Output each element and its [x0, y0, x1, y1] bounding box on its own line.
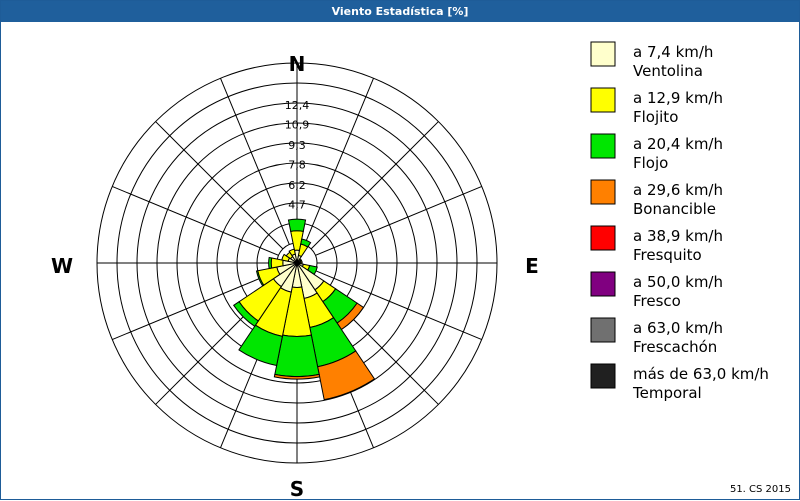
legend-range-label: a 7,4 km/h — [633, 43, 713, 61]
legend-range-label: a 38,9 km/h — [633, 227, 723, 245]
petal-w-flojito — [270, 257, 284, 269]
grid-spoke — [315, 270, 482, 340]
legend-swatch — [590, 271, 616, 297]
legend-name-label: Temporal — [632, 384, 702, 402]
legend-swatch — [590, 179, 616, 205]
petal-nne-flojo — [300, 238, 312, 248]
legend-swatch — [590, 363, 616, 389]
radial-tick-label: 6,2 — [288, 179, 306, 192]
petal-wnw-flojito — [281, 253, 291, 262]
north-label: N — [289, 52, 306, 76]
legend-name-label: Flojito — [633, 108, 678, 126]
radial-tick-label: 7,8 — [288, 158, 306, 171]
legend-range-label: a 29,6 km/h — [633, 181, 723, 199]
south-label: S — [290, 477, 304, 501]
legend-range-label: a 50,0 km/h — [633, 273, 723, 291]
legend-name-label: Flojo — [633, 154, 668, 172]
radial-tick-label: 10,9 — [285, 118, 310, 131]
petal-w-flojo — [268, 256, 273, 270]
grid-spoke — [310, 121, 439, 250]
petal-sw-flojo — [233, 301, 259, 327]
legend-swatch — [590, 41, 616, 67]
radial-tick-label: 9,3 — [288, 139, 306, 152]
east-label: E — [525, 254, 539, 278]
legend-name-label: Bonancible — [633, 200, 716, 218]
chart-title: Viento Estadística [%] — [1, 1, 799, 22]
petals — [233, 218, 376, 401]
legend-name-label: Ventolina — [633, 62, 703, 80]
legend-swatch — [590, 133, 616, 159]
legend-name-label: Fresco — [633, 292, 681, 310]
grid-spoke — [112, 270, 279, 340]
footer-text: 51. CS 2015 — [729, 484, 791, 495]
legend-range-label: a 12,9 km/h — [633, 89, 723, 107]
petal-wsw-flojo — [255, 270, 265, 287]
grid-spoke — [315, 186, 482, 256]
west-label: W — [51, 254, 73, 278]
legend-range-label: a 20,4 km/h — [633, 135, 723, 153]
petal-nnw-flojito — [288, 248, 296, 257]
legend-swatch — [590, 87, 616, 113]
radial-tick-labels: 4,7 6,2 7,8 9,3 10,9 12,4 — [285, 99, 310, 211]
legend-swatch — [590, 225, 616, 251]
petal-n-flojo — [287, 218, 307, 232]
legend-range-label: a 63,0 km/h — [633, 319, 723, 337]
legend-name-label: Fresquito — [633, 246, 702, 264]
legend-name-label: Frescachón — [633, 338, 717, 356]
legend-swatch — [590, 317, 616, 343]
petal-sse-bonancible — [317, 350, 376, 401]
grid-spoke — [304, 78, 374, 245]
petal-s-bonancible — [273, 373, 321, 380]
radial-tick-label: 4,7 — [288, 198, 306, 211]
petal-ssw-flojo — [238, 324, 283, 367]
grid-spoke — [112, 186, 279, 256]
grid-spoke — [155, 121, 284, 250]
radial-tick-label: 12,4 — [285, 99, 310, 112]
grid-spoke — [220, 78, 290, 245]
legend-range-label: más de 63,0 km/h — [633, 365, 769, 383]
